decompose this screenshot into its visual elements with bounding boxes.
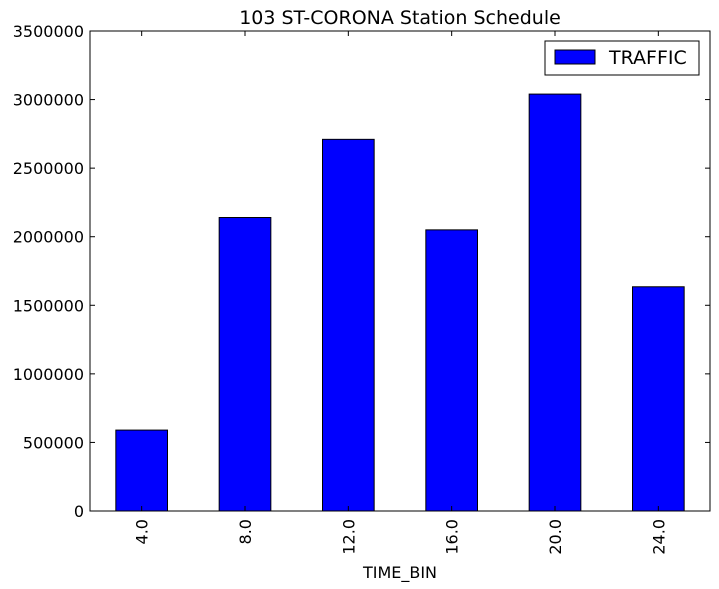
legend-label: TRAFFIC	[608, 47, 687, 69]
plot-area: 4.0 8.0 12.0 16.0 20.0 24.0 0 500000 1000000 1500…	[13, 22, 710, 555]
bar-8.0	[218, 217, 272, 512]
y-tick-label-2000000: 2000000	[13, 228, 84, 247]
x-tick-label-24.0: 24.0	[649, 519, 668, 555]
y-tick-label-3500000: 3500000	[13, 22, 84, 41]
x-tick-label-4.0: 4.0	[133, 519, 152, 544]
legend-swatch	[554, 49, 596, 65]
bar-20.0	[528, 93, 582, 512]
y-tick-label-0: 0	[74, 502, 84, 521]
bar-16.0	[425, 229, 478, 512]
bar-12.0	[322, 138, 375, 512]
y-tick-label-3000000: 3000000	[13, 91, 84, 110]
y-tick-label-2500000: 2500000	[13, 159, 84, 178]
y-tick-label-1000000: 1000000	[13, 365, 84, 384]
y-tick-label-1500000: 1500000	[13, 296, 84, 315]
bar-4.0	[115, 429, 168, 512]
x-tick-label-20.0: 20.0	[546, 519, 565, 555]
bar-24.0	[632, 286, 685, 512]
x-tick-label-12.0: 12.0	[339, 519, 358, 555]
x-tick-label-8.0: 8.0	[236, 519, 255, 544]
chart-title: 103 ST-CORONA Station Schedule	[239, 7, 561, 29]
axes-frame	[89, 30, 711, 512]
x-tick-label-16.0: 16.0	[443, 519, 462, 555]
x-axis-label: TIME_BIN	[362, 563, 437, 583]
y-tick-label-500000: 500000	[23, 433, 84, 452]
legend: TRAFFIC	[544, 40, 700, 76]
